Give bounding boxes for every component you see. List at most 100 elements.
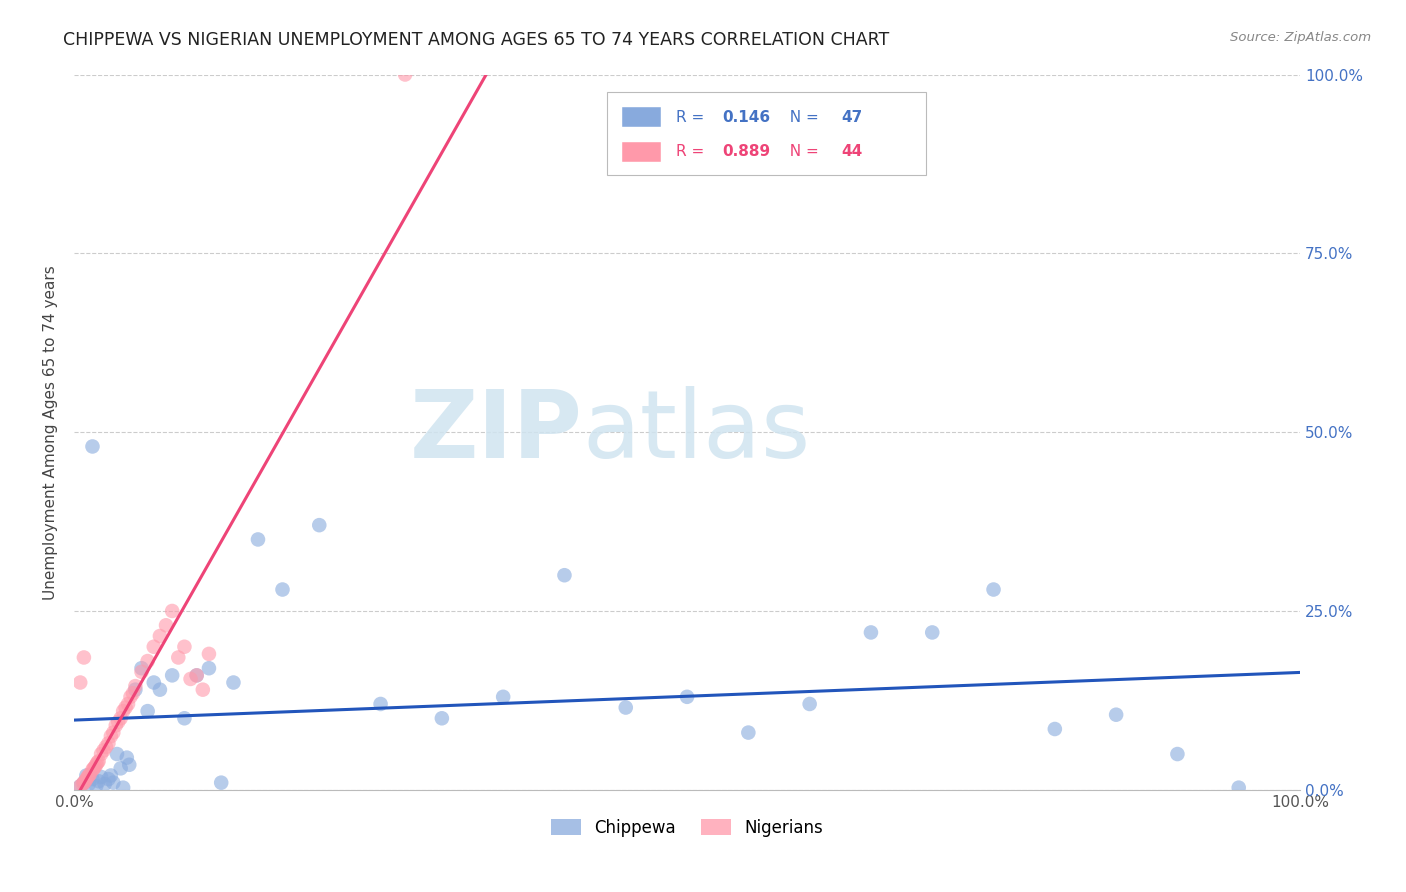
- Point: [72, 777, 94, 791]
- Point: [82, 763, 104, 777]
- Point: [167, 650, 190, 665]
- Point: [394, 68, 416, 82]
- Point: [90, 770, 112, 784]
- Point: [75, 772, 97, 786]
- Point: [155, 618, 177, 632]
- Point: [103, 775, 125, 789]
- Y-axis label: Unemployment Among Ages 65 to 74 years: Unemployment Among Ages 65 to 74 years: [44, 265, 58, 599]
- Point: [75, 774, 97, 789]
- Point: [100, 768, 122, 782]
- Point: [370, 697, 392, 711]
- Point: [149, 682, 172, 697]
- Point: [76, 770, 98, 784]
- Point: [492, 690, 515, 704]
- Point: [131, 661, 153, 675]
- Point: [69, 779, 91, 793]
- Point: [82, 772, 104, 786]
- Point: [676, 690, 699, 704]
- Point: [430, 711, 453, 725]
- Point: [173, 711, 195, 725]
- Text: Source: ZipAtlas.com: Source: ZipAtlas.com: [1230, 31, 1371, 45]
- Point: [142, 675, 165, 690]
- Point: [209, 775, 232, 789]
- FancyBboxPatch shape: [621, 142, 661, 161]
- Point: [186, 668, 208, 682]
- Text: atlas: atlas: [583, 386, 811, 478]
- Point: [73, 775, 96, 789]
- Point: [77, 768, 100, 782]
- Point: [79, 767, 101, 781]
- Point: [131, 665, 153, 679]
- Text: 47: 47: [842, 110, 863, 125]
- Point: [83, 761, 105, 775]
- Point: [87, 774, 110, 789]
- Point: [737, 725, 759, 739]
- Point: [614, 700, 637, 714]
- Point: [73, 775, 96, 789]
- Point: [104, 718, 127, 732]
- Point: [84, 760, 107, 774]
- Point: [112, 780, 135, 795]
- Point: [859, 625, 882, 640]
- Point: [86, 756, 108, 770]
- Point: [1166, 747, 1188, 761]
- FancyBboxPatch shape: [621, 107, 661, 127]
- Point: [103, 725, 125, 739]
- Point: [308, 518, 330, 533]
- Point: [107, 714, 129, 729]
- Point: [105, 747, 128, 761]
- Point: [198, 647, 221, 661]
- Point: [921, 625, 943, 640]
- Point: [983, 582, 1005, 597]
- Point: [799, 697, 821, 711]
- Text: N =: N =: [780, 110, 824, 125]
- Point: [160, 604, 183, 618]
- Text: R =: R =: [676, 110, 709, 125]
- Point: [186, 668, 208, 682]
- Point: [1105, 707, 1128, 722]
- Point: [110, 761, 132, 775]
- Point: [124, 679, 146, 693]
- Legend: Chippewa, Nigerians: Chippewa, Nigerians: [544, 812, 830, 844]
- Point: [115, 750, 138, 764]
- Point: [75, 768, 97, 782]
- Point: [136, 654, 159, 668]
- Point: [82, 440, 104, 454]
- Text: 44: 44: [842, 145, 863, 159]
- Point: [124, 682, 146, 697]
- Point: [1043, 722, 1066, 736]
- Point: [73, 650, 96, 665]
- FancyBboxPatch shape: [607, 93, 927, 175]
- Point: [112, 704, 135, 718]
- Point: [180, 672, 202, 686]
- Point: [94, 739, 117, 754]
- Point: [246, 533, 269, 547]
- Point: [100, 729, 122, 743]
- Point: [90, 747, 112, 761]
- Text: ZIP: ZIP: [411, 386, 583, 478]
- Point: [110, 711, 132, 725]
- Point: [160, 668, 183, 682]
- Text: 0.889: 0.889: [723, 145, 770, 159]
- Point: [120, 690, 142, 704]
- Point: [84, 779, 107, 793]
- Point: [271, 582, 294, 597]
- Point: [77, 777, 100, 791]
- Text: R =: R =: [676, 145, 709, 159]
- Point: [69, 675, 91, 690]
- Point: [69, 779, 91, 793]
- Point: [149, 629, 172, 643]
- Point: [93, 777, 115, 791]
- Point: [1227, 780, 1250, 795]
- Point: [222, 675, 245, 690]
- Point: [142, 640, 165, 654]
- Point: [191, 682, 214, 697]
- Point: [87, 754, 110, 768]
- Point: [173, 640, 195, 654]
- Point: [114, 700, 136, 714]
- Point: [553, 568, 575, 582]
- Point: [117, 697, 139, 711]
- Point: [93, 743, 115, 757]
- Text: 0.146: 0.146: [723, 110, 770, 125]
- Text: CHIPPEWA VS NIGERIAN UNEMPLOYMENT AMONG AGES 65 TO 74 YEARS CORRELATION CHART: CHIPPEWA VS NIGERIAN UNEMPLOYMENT AMONG …: [63, 31, 890, 49]
